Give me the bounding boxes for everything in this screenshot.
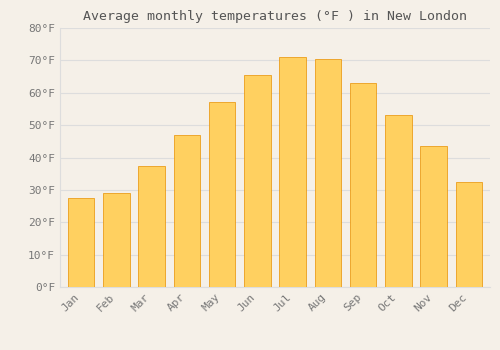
Bar [68, 198, 94, 287]
Bar [420, 146, 447, 287]
Bar [385, 116, 411, 287]
Bar [174, 135, 200, 287]
Bar [103, 193, 130, 287]
Bar [209, 103, 236, 287]
Bar [314, 59, 341, 287]
Bar [138, 166, 165, 287]
Title: Average monthly temperatures (°F ) in New London: Average monthly temperatures (°F ) in Ne… [83, 10, 467, 23]
Bar [280, 57, 306, 287]
Bar [244, 75, 270, 287]
Bar [350, 83, 376, 287]
Bar [456, 182, 482, 287]
